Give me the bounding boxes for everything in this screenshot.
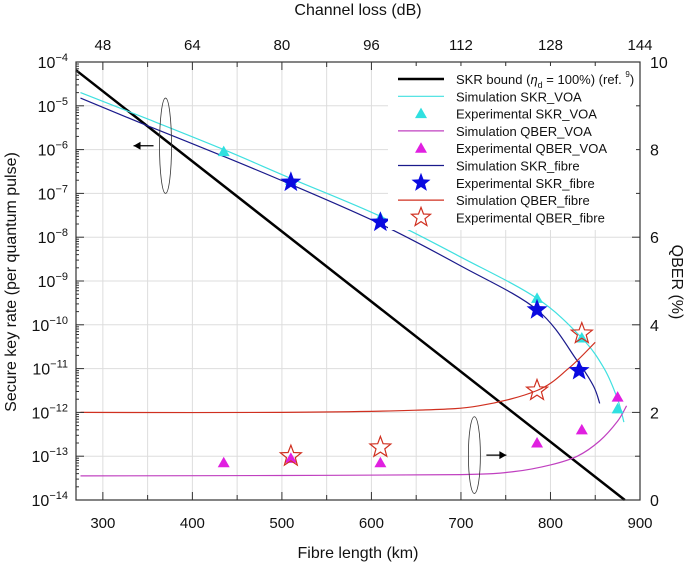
legend-label: Simulation SKR_fibre: [456, 159, 580, 174]
y2-tick-label: 4: [650, 318, 659, 335]
x2-tick-label: 128: [538, 37, 563, 54]
data-point-experimental-qber-fibre: [524, 377, 550, 401]
y-tick-label: 10−12: [32, 402, 68, 422]
series-line-simulation-qber-fibre: [80, 341, 596, 414]
series-layer: [75, 69, 628, 501]
plot-frame: [75, 61, 641, 501]
data-point-experimental-qber-fibre: [278, 443, 303, 467]
data-point-experimental-qber-voa: [611, 391, 624, 402]
x-tick-label: 300: [90, 515, 115, 532]
x2-tick-label: 80: [274, 37, 291, 54]
x-axis-label: Fibre length (km): [298, 545, 419, 562]
x-tick-label: 800: [538, 515, 563, 532]
legend-marker: [411, 172, 431, 191]
data-point-experimental-qber-voa: [217, 456, 230, 468]
data-point-experimental-qber-fibre: [569, 320, 594, 344]
y-tick-label: 10−13: [32, 446, 68, 466]
legend: SKR bound (ηd = 100%) (ref. 9)Simulation…: [388, 66, 636, 230]
legend-marker: [415, 107, 427, 119]
y-tick-label: 10−6: [38, 140, 68, 160]
y2-tick-label: 10: [650, 55, 668, 72]
x2-tick-label: 64: [184, 37, 201, 54]
y-tick-label: 10−4: [38, 52, 68, 72]
x-tick-label: 400: [180, 515, 205, 532]
legend-label: SKR bound (ηd = 100%) (ref. 9): [456, 70, 634, 90]
annotation-ellipse: [159, 97, 172, 194]
legend-label: Simulation QBER_VOA: [456, 124, 592, 139]
data-point-experimental-skr-fibre: [280, 171, 302, 192]
legend-label: Experimental QBER_fibre: [456, 210, 605, 225]
y-tick-label: 10−10: [32, 315, 68, 335]
y-tick-label: 10−11: [32, 359, 68, 379]
series-line-simulation-qber-voa: [80, 405, 628, 477]
y2-axis-label: QBER (%): [668, 245, 685, 320]
series-line-simulation-skr-voa: [80, 92, 625, 423]
legend-label: Experimental SKR_VOA: [456, 107, 597, 122]
x2-tick-label: 144: [627, 37, 652, 54]
y-tick-label: 10−8: [38, 227, 68, 247]
arrow-head-icon: [133, 141, 141, 150]
y-tick-label: 10−14: [32, 490, 68, 510]
legend-label: Simulation SKR_VOA: [456, 89, 582, 104]
data-point-experimental-qber-fibre: [368, 434, 393, 458]
data-point-experimental-skr-voa: [611, 402, 624, 414]
data-point-experimental-qber-voa: [284, 452, 297, 463]
legend-marker: [409, 205, 433, 227]
legend-background: [388, 66, 636, 230]
y-tick-label: 10−9: [38, 271, 68, 291]
annotation-ellipse: [467, 416, 481, 494]
x2-tick-label: 112: [449, 37, 473, 54]
x2-tick-label: 48: [95, 37, 112, 54]
data-point-experimental-skr-fibre: [369, 211, 391, 232]
data-point-experimental-qber-voa: [374, 456, 387, 468]
data-point-experimental-qber-voa: [531, 437, 544, 448]
y-tick-label: 10−7: [38, 183, 68, 203]
data-point-experimental-skr-voa: [217, 145, 230, 157]
y2-tick-label: 2: [650, 405, 659, 422]
x-tick-label: 600: [359, 515, 384, 532]
y2-tick-label: 8: [650, 143, 659, 160]
x-tick-label: 500: [269, 515, 294, 532]
data-point-experimental-qber-voa: [575, 423, 588, 435]
y2-tick-label: 6: [650, 230, 659, 247]
x2-axis-label: Channel loss (dB): [294, 2, 421, 19]
y-axis-label: Secure key rate (per quantum pulse): [3, 152, 20, 412]
y-tick-label: 10−5: [38, 96, 68, 116]
data-point-experimental-skr-fibre: [526, 298, 548, 319]
x2-tick-label: 96: [363, 37, 380, 54]
data-point-experimental-skr-voa: [531, 292, 544, 303]
legend-label: Experimental SKR_fibre: [456, 176, 595, 191]
legend-label: Experimental QBER_VOA: [456, 141, 607, 156]
x-tick-label: 700: [448, 515, 473, 532]
y2-tick-label: 0: [650, 493, 659, 510]
legend-marker: [415, 142, 427, 153]
legend-label: Simulation QBER_fibre: [456, 193, 590, 208]
arrow-head-icon: [499, 451, 507, 460]
data-point-experimental-skr-fibre: [568, 359, 590, 380]
x-tick-label: 900: [627, 515, 652, 532]
